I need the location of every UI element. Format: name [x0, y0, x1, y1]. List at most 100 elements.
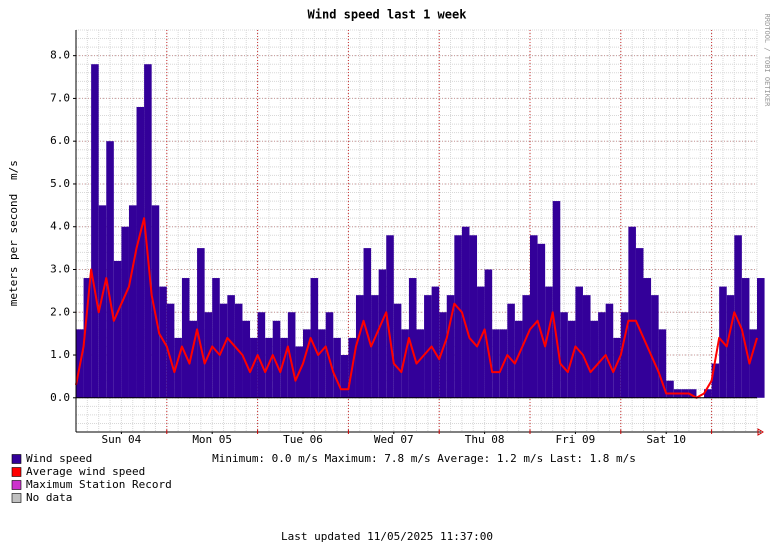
- wind-bar: [522, 295, 530, 398]
- wind-bar: [757, 278, 765, 398]
- wind-bar: [734, 235, 742, 398]
- chart-title: Wind speed last 1 week: [308, 8, 468, 22]
- x-tick-label: Fri 09: [556, 433, 596, 446]
- wind-bar: [333, 337, 341, 398]
- wind-bar: [219, 303, 228, 398]
- wind-bar: [98, 205, 107, 398]
- wind-bar: [408, 278, 417, 398]
- wind-bar: [431, 286, 440, 398]
- legend-label: Average wind speed: [26, 465, 145, 478]
- wind-bar: [363, 248, 372, 398]
- footer: Last updated 11/05/2025 11:37:00: [281, 530, 493, 543]
- wind-bar: [121, 226, 129, 398]
- wind-bar: [446, 295, 455, 398]
- wind-bar: [658, 329, 667, 398]
- stats: Minimum: 0.0 m/s Maximum: 7.8 m/s Averag…: [212, 452, 636, 465]
- y-tick-label: 0.0: [50, 391, 70, 404]
- x-axis-arrow: [757, 428, 764, 436]
- legend-swatch: [11, 493, 22, 503]
- wind-bar: [242, 320, 251, 398]
- wind-bar: [598, 312, 606, 398]
- wind-bar: [507, 303, 515, 398]
- wind-bar: [113, 260, 122, 398]
- wind-bar: [128, 205, 137, 398]
- wind-bar: [484, 269, 493, 398]
- wind-bar: [552, 201, 561, 398]
- wind-bar: [620, 312, 629, 398]
- wind-bar: [257, 312, 266, 398]
- x-tick-label: Tue 06: [283, 433, 323, 446]
- wind-bar: [287, 312, 296, 398]
- wind-bar: [310, 278, 319, 398]
- wind-bar: [159, 286, 167, 398]
- wind-bar: [582, 295, 591, 398]
- legend-label: No data: [26, 491, 72, 504]
- wind-bar: [545, 286, 553, 398]
- wind-bar: [688, 389, 697, 398]
- wind-bar: [91, 64, 99, 398]
- x-tick-label: Sat 10: [646, 433, 686, 446]
- axes: 0.0 1.0 2.0 3.0 4.0 5.0 6.0 7.0 8.0 Sun 04 Mon 05 T…: [50, 30, 764, 446]
- wind-bar: [590, 320, 599, 398]
- wind-bar: [318, 329, 326, 398]
- wind-bar: [537, 243, 546, 398]
- wind-bar: [197, 248, 205, 398]
- wind-bar: [280, 337, 288, 398]
- wind-bar: [704, 389, 712, 398]
- wind-bar: [378, 269, 387, 398]
- wind-bar: [575, 286, 583, 398]
- marks: [75, 64, 765, 399]
- wind-bar: [272, 320, 281, 398]
- wind-bar: [726, 295, 735, 398]
- wind-bar: [340, 355, 349, 398]
- wind-bar: [560, 312, 568, 398]
- wind-bar: [651, 295, 659, 398]
- wind-bar: [741, 278, 750, 398]
- wind-bar: [666, 380, 674, 398]
- wind-bar: [303, 329, 311, 398]
- wind-bar: [613, 337, 621, 398]
- y-axis-label: meters per second: [7, 194, 20, 307]
- wind-bar: [492, 329, 500, 398]
- legend-label: Maximum Station Record: [26, 478, 172, 491]
- wind-bar: [461, 226, 470, 398]
- wind-bar: [265, 337, 273, 398]
- wind-bar: [166, 303, 175, 398]
- x-tick-label: Mon 05: [192, 433, 232, 446]
- legend-swatch: [11, 454, 22, 464]
- wind-bar: [136, 106, 145, 398]
- legend-swatch: [11, 480, 22, 490]
- x-tick-label: Wed 07: [374, 433, 414, 446]
- wind-bar: [189, 320, 198, 398]
- wind-bar: [439, 312, 447, 398]
- y-axis-unit: m/s: [7, 160, 20, 180]
- wind-bar: [325, 312, 334, 398]
- wind-bar: [401, 329, 409, 398]
- y-tick-label: 7.0: [50, 91, 70, 104]
- wind-bar: [514, 320, 523, 398]
- wind-bar: [454, 235, 462, 398]
- y-tick-label: 4.0: [50, 220, 70, 233]
- y-tick-label: 5.0: [50, 177, 70, 190]
- wind-bar: [628, 226, 636, 398]
- wind-bar: [393, 303, 402, 398]
- wind-bar: [530, 235, 538, 398]
- average-line: [75, 217, 758, 399]
- wind-bar: [469, 235, 478, 398]
- y-tick-label: 6.0: [50, 134, 70, 147]
- x-tick-label: Thu 08: [465, 433, 505, 446]
- y-tick-label: 3.0: [50, 262, 70, 275]
- wind-bar: [151, 205, 160, 398]
- wind-bar: [635, 248, 644, 398]
- credit: RRDTOOL / TOBI OETIKER: [763, 14, 771, 108]
- wind-bar: [424, 295, 432, 398]
- x-tick-label: Sun 04: [102, 433, 142, 446]
- wind-bar: [605, 303, 614, 398]
- wind-bar: [643, 278, 652, 398]
- y-tick-label: 2.0: [50, 305, 70, 318]
- wind-bar: [106, 141, 114, 398]
- wind-bar: [371, 295, 379, 398]
- wind-bar: [174, 337, 182, 398]
- legend-label: Wind speed: [26, 452, 92, 465]
- wind-bar: [250, 337, 258, 398]
